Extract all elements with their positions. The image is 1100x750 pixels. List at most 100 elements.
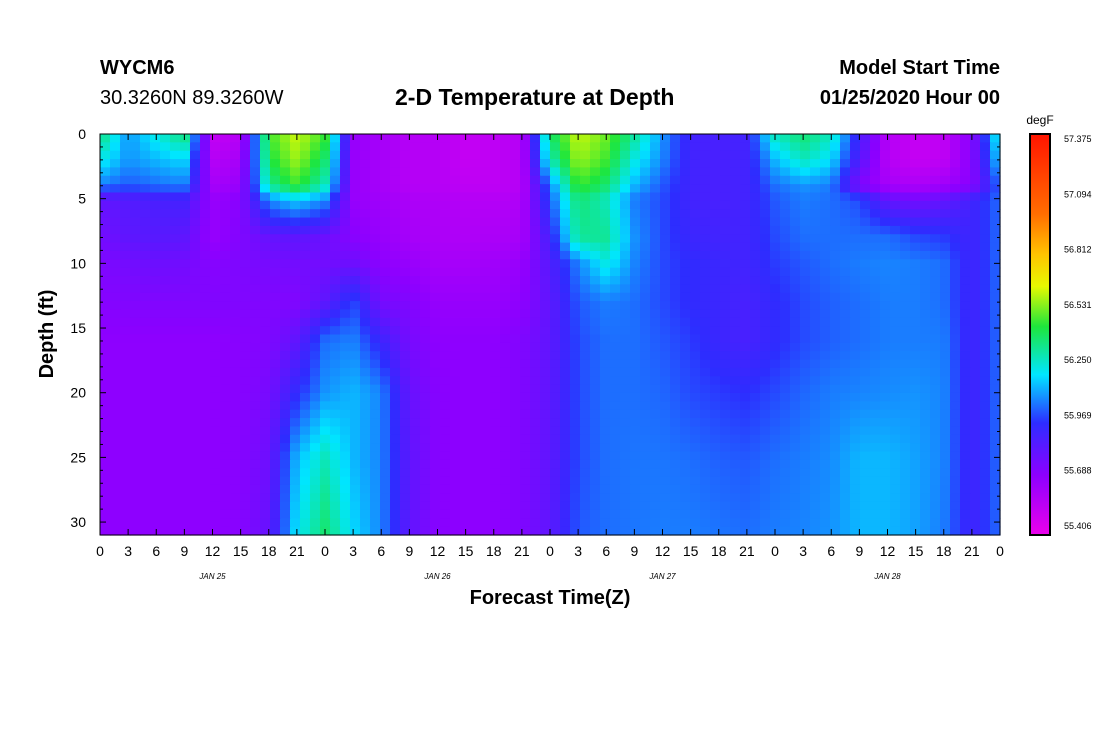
heatmap-cell [940,250,951,260]
heatmap-cell [280,309,291,319]
heatmap-cell [350,184,361,194]
heatmap-cell [420,292,431,302]
heatmap-cell [770,359,781,369]
heatmap-cell [610,509,621,519]
heatmap-cell [960,134,971,143]
heatmap-cell [350,526,361,536]
heatmap-cell [550,259,561,269]
heatmap-cell [360,134,371,143]
heatmap-cell [790,242,801,252]
heatmap-cell [640,250,651,260]
heatmap-cell [800,317,811,327]
heatmap-cell [490,267,501,277]
heatmap-cell [760,175,771,185]
heatmap-cell [270,200,281,210]
heatmap-cell [890,159,901,169]
heatmap-cell [980,159,991,169]
heatmap-cell [470,468,481,478]
heatmap-cell [280,175,291,185]
heatmap-cell [530,200,541,210]
heatmap-cell [240,142,251,152]
heatmap-cell [270,409,281,419]
heatmap-cell [920,301,931,311]
heatmap-cell [750,234,761,244]
heatmap-cell [190,342,201,352]
heatmap-cell [800,134,811,143]
heatmap-cell [260,284,271,294]
heatmap-cell [920,518,931,528]
heatmap-cell [730,276,741,285]
heatmap-cell [920,384,931,394]
heatmap-cell [910,242,921,252]
heatmap-cell [560,234,571,244]
heatmap-cell [190,443,201,453]
heatmap-cell [100,217,111,227]
heatmap-cell [120,184,131,194]
heatmap-cell [540,184,551,194]
heatmap-cell [700,267,711,277]
heatmap-cell [170,200,181,210]
heatmap-cell [370,292,381,302]
heatmap-cell [600,401,611,411]
heatmap-cell [800,209,811,219]
heatmap-cell [370,301,381,311]
heatmap-cell [210,301,221,311]
heatmap-cell [510,401,521,411]
heatmap-cell [610,292,621,302]
heatmap-cell [430,351,441,361]
heatmap-cell [990,234,1001,244]
heatmap-cell [640,468,651,478]
heatmap-cell [320,326,331,336]
heatmap-cell [580,426,591,436]
heatmap-cell [960,276,971,285]
heatmap-cell [580,468,591,478]
heatmap-cell [800,242,811,252]
heatmap-cell [280,259,291,269]
heatmap-cell [720,259,731,269]
heatmap-cell [730,326,741,336]
heatmap-cell [370,200,381,210]
heatmap-cell [230,301,241,311]
heatmap-cell [390,409,401,419]
heatmap-cell [970,142,981,152]
heatmap-cell [590,184,601,194]
heatmap-cell [140,451,151,461]
heatmap-cell [530,309,541,319]
heatmap-cell [220,401,231,411]
heatmap-cell [800,250,811,260]
heatmap-cell [190,234,201,244]
heatmap-cell [430,526,441,536]
heatmap-cell [120,250,131,260]
heatmap-cell [430,376,441,386]
heatmap-cell [950,267,961,277]
heatmap-cell [350,150,361,160]
heatmap-cell [610,434,621,444]
heatmap-cell [690,468,701,478]
heatmap-cell [780,159,791,169]
heatmap-cell [930,443,941,453]
heatmap-cell [260,326,271,336]
heatmap-cell [930,501,941,511]
heatmap-cell [750,192,761,202]
heatmap-cell [140,443,151,453]
heatmap-cell [230,434,241,444]
heatmap-cell [660,217,671,227]
heatmap-cell [790,426,801,436]
heatmap-cell [480,150,491,160]
heatmap-cell [720,159,731,169]
heatmap-cell [300,326,311,336]
heatmap-cell [810,459,821,469]
heatmap-cell [240,167,251,177]
heatmap-cell [970,367,981,377]
heatmap-cell [910,217,921,227]
heatmap-cell [170,326,181,336]
heatmap-cell [450,418,461,427]
heatmap-cell [290,376,301,386]
heatmap-cell [570,159,581,169]
heatmap-cell [360,217,371,227]
heatmap-cell [430,451,441,461]
heatmap-cell [990,459,1001,469]
heatmap-cell [530,459,541,469]
heatmap-cell [970,326,981,336]
heatmap-cell [770,501,781,511]
